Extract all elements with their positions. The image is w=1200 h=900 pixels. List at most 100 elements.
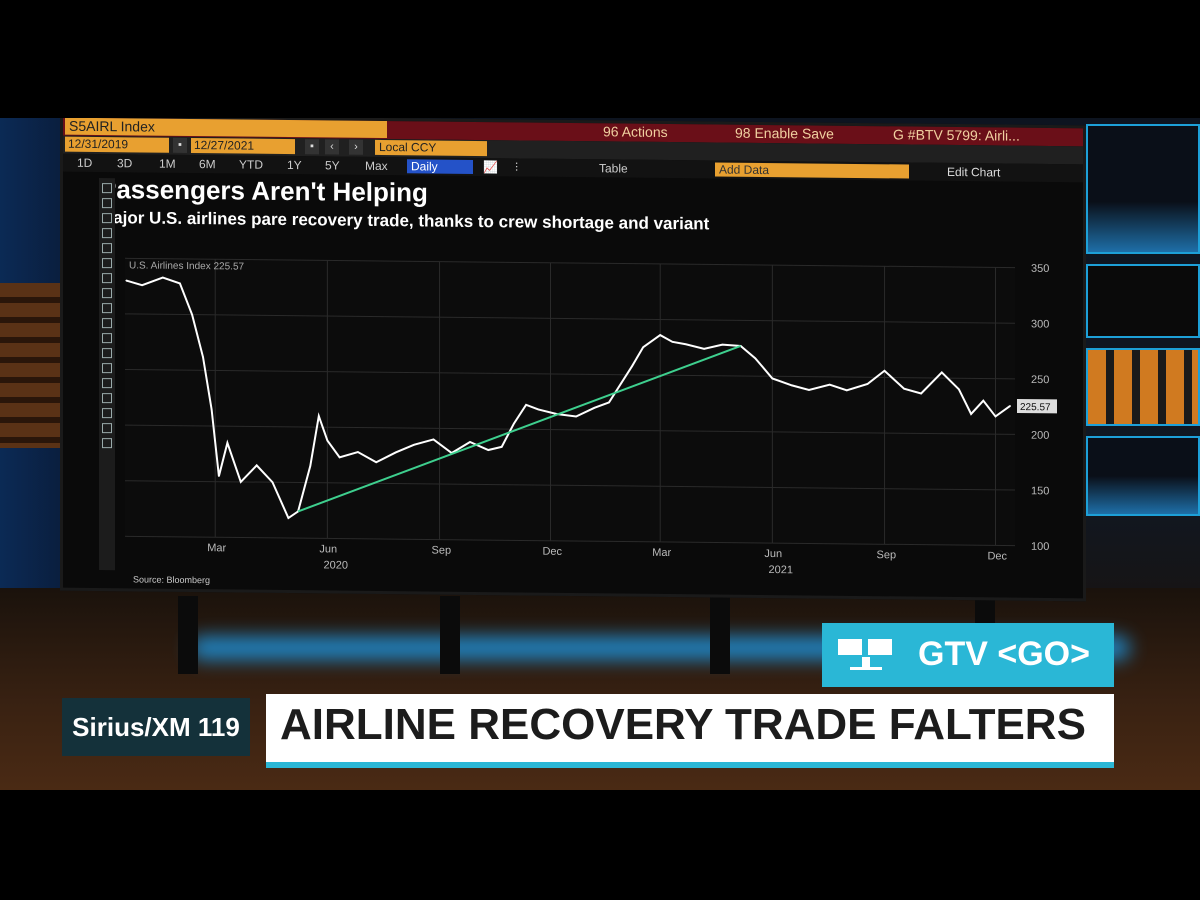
drawing-tools [99,178,115,571]
data-point [883,369,886,372]
broadcast-stage: S5AIRL Index 96 Actions 98 Enable Save G… [0,118,1200,790]
period-button[interactable]: 5Y [325,158,340,173]
period-button[interactable]: 1D [77,155,93,170]
forward-arrow-icon[interactable]: › [349,139,363,155]
draw-tool-icon[interactable] [102,288,112,299]
start-date-field[interactable]: 12/31/2019 [65,136,169,153]
bar-chart-icon[interactable]: ⫶ [515,160,519,175]
draw-tool-icon[interactable] [102,273,112,284]
data-point [982,399,985,402]
period-button[interactable]: 3D [117,156,133,171]
enable-save-button[interactable]: 98 Enable Save [735,124,834,142]
period-button[interactable]: 6M [199,157,216,172]
draw-tool-icon[interactable] [102,228,112,239]
x-year-label: 2020 [323,559,347,571]
data-point [685,343,687,346]
data-point [845,389,848,392]
data-point [487,449,490,451]
data-point [754,357,757,360]
draw-tool-icon[interactable] [102,243,112,254]
draw-tool-icon[interactable] [102,438,112,449]
monitors-icon [838,639,892,670]
end-date-field[interactable]: 12/27/2021 [191,137,295,155]
data-point [642,346,644,348]
data-point [575,415,577,418]
x-tick-label: Mar [207,542,226,554]
draw-tool-icon[interactable] [102,363,112,374]
data-point [941,371,943,374]
calendar-icon[interactable]: ▪ [173,137,187,153]
x-tick-label: Jun [319,543,337,555]
legend-label: U.S. Airlines Index 225.57 [129,260,245,272]
data-point [671,341,674,343]
line-chart-icon[interactable]: 📈 [483,160,498,175]
data-point [413,444,415,446]
draw-tool-icon[interactable] [102,423,112,434]
period-button[interactable]: 1Y [287,158,302,173]
draw-tool-icon[interactable] [102,378,112,389]
gtv-label: GTV <GO> [918,635,1090,673]
y-gridline [125,535,1015,547]
calendar-icon[interactable]: ▪ [305,139,319,155]
data-point [141,284,143,286]
draw-tool-icon[interactable] [102,303,112,314]
trendline [297,344,742,513]
table-button[interactable]: Table [599,161,628,176]
draw-tool-icon[interactable] [102,183,112,194]
x-tick-label: Sep [432,545,452,557]
data-point [791,384,793,387]
data-point [808,389,810,391]
draw-tool-icon[interactable] [102,258,112,269]
draw-tool-icon[interactable] [102,333,112,344]
back-arrow-icon[interactable]: ‹ [325,139,339,155]
draw-tool-icon[interactable] [102,408,112,419]
x-tick-label: Mar [652,547,671,559]
data-point [608,401,610,404]
y-tick-label: 100 [1031,541,1049,553]
side-monitor [1086,348,1200,426]
actions-menu[interactable]: 96 Actions [603,123,668,140]
news-function[interactable]: G #BTV 5799: Airli... [893,126,1020,144]
add-data-input[interactable]: Add Data [715,162,909,179]
x-tick-label: Sep [877,549,897,561]
last-value-label: 225.57 [1020,402,1051,413]
data-point [537,408,540,411]
data-point [191,313,193,316]
monitor-leg [440,596,460,674]
gtv-banner: GTV <GO> [822,623,1114,687]
chart-title: Passengers Aren't Helping [99,174,428,208]
data-point [271,481,274,484]
monitor-leg [178,596,198,674]
frequency-select[interactable]: Daily [407,159,473,174]
period-button[interactable]: YTD [239,157,263,172]
data-point [375,461,377,464]
data-point [513,422,515,425]
data-point [218,475,220,477]
data-point [631,365,633,367]
data-point [309,465,312,467]
data-point [240,481,242,483]
series-line [125,276,1011,520]
data-point [903,387,905,390]
period-button[interactable]: Max [365,158,388,174]
y-gridline [125,313,1015,324]
radio-channel: Sirius/XM 119 [62,698,250,756]
draw-tool-icon[interactable] [102,348,112,359]
data-point [703,348,705,350]
draw-tool-icon[interactable] [102,213,112,224]
data-point [593,406,596,409]
period-button[interactable]: 1M [159,156,176,171]
data-point [326,439,329,442]
data-point [210,408,213,411]
edit-chart-button[interactable]: Edit Chart [947,164,1001,180]
data-point [866,383,869,385]
data-point [771,377,774,380]
ticker-field[interactable]: S5AIRL Index [65,118,387,139]
draw-tool-icon[interactable] [102,318,112,329]
draw-tool-icon[interactable] [102,393,112,404]
currency-select[interactable]: Local CCY [375,139,487,157]
data-point [179,282,181,285]
data-point [469,441,471,443]
draw-tool-icon[interactable] [102,198,112,209]
data-point [659,334,662,336]
